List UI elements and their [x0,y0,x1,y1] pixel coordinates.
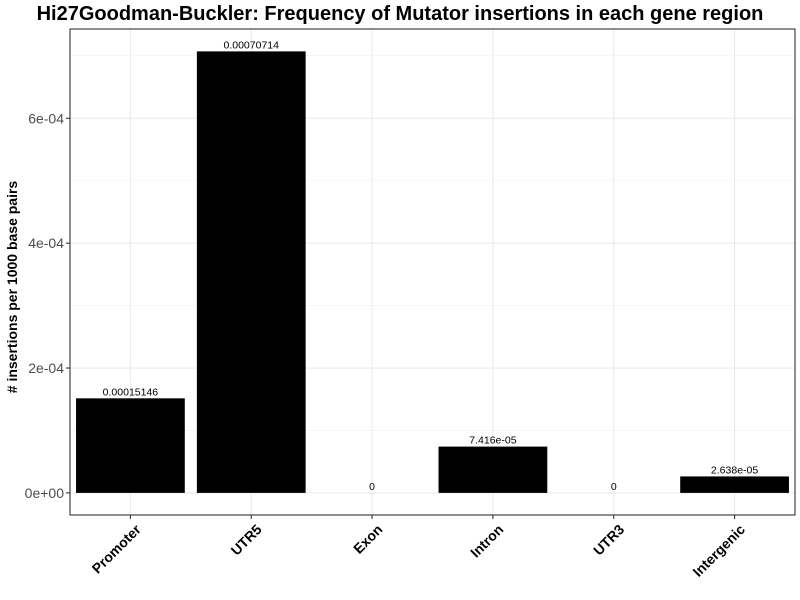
data-label-promoter: 0.00015146 [103,386,159,398]
x-tick-label-utr3: UTR3 [590,521,627,558]
x-tick-label-exon: Exon [350,521,386,557]
data-label-utr3: 0 [611,481,617,493]
bar-utr5 [196,51,306,493]
bar-promoter [76,398,185,493]
plot-panel [70,29,795,515]
x-tick-label-promoter: Promoter [89,521,145,577]
y-axis: 0e+00 2e-04 4e-04 6e-04 [25,110,70,501]
x-tick-label-intron: Intron [467,521,506,560]
chart-title: Hi27Goodman-Buckler: Frequency of Mutato… [36,3,764,25]
data-label-intron: 7.416e-05 [469,435,516,447]
bar-intron [438,446,548,493]
y-tick-label: 4e-04 [28,235,64,251]
y-axis-label: # insertions per 1000 base pairs [4,181,20,394]
x-tick-label-utr5: UTR5 [228,521,265,558]
y-tick-label: 0e+00 [25,485,65,501]
data-label-exon: 0 [369,481,375,493]
bars [76,51,789,493]
data-label-intergenic: 2.638e-05 [711,464,758,476]
data-labels: 0.00015146 0.00070714 0 7.416e-05 0 2.638e-05 [103,39,759,493]
plot-border [69,28,796,516]
x-axis: Promoter UTR5 Exon Intron UTR3 Intergenic [89,515,748,580]
y-tick-label: 2e-04 [28,360,64,376]
data-label-utr5: 0.00070714 [224,39,280,51]
y-tick-label: 6e-04 [28,110,64,126]
bar-intergenic [680,476,789,493]
x-tick-label-intergenic: Intergenic [689,521,748,580]
